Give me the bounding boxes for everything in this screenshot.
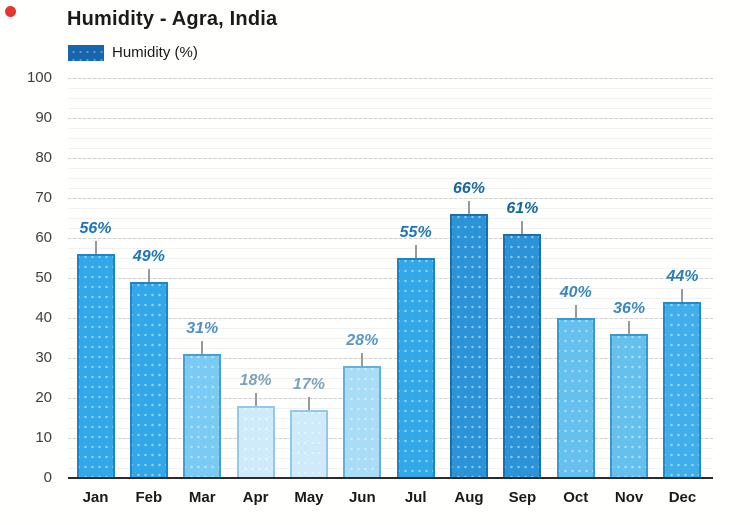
ytick-label-60: 60 bbox=[35, 229, 52, 246]
xtick-label-nov: Nov bbox=[614, 489, 644, 506]
ytick-label-50: 50 bbox=[35, 269, 52, 286]
bar-mar bbox=[183, 354, 222, 478]
gridline-100 bbox=[68, 78, 713, 79]
xtick-label-jan: Jan bbox=[82, 489, 109, 506]
gridline-90 bbox=[68, 118, 713, 119]
xtick-label-sep: Sep bbox=[508, 489, 537, 506]
whisker-jul bbox=[414, 245, 417, 258]
ytick-label-30: 30 bbox=[35, 349, 52, 366]
ytick-label-90: 90 bbox=[35, 109, 52, 126]
xtick-label-apr: Apr bbox=[242, 489, 269, 506]
bar-jul bbox=[396, 258, 435, 478]
xtick-label-dec: Dec bbox=[668, 489, 697, 506]
legend: Humidity (%) bbox=[68, 44, 198, 61]
bar-nov bbox=[610, 334, 649, 478]
whisker-apr bbox=[254, 393, 257, 406]
value-label-apr: 18% bbox=[239, 372, 272, 389]
gridline-50 bbox=[68, 278, 713, 279]
value-label-oct: 40% bbox=[559, 284, 592, 301]
x-axis-baseline bbox=[68, 477, 713, 479]
whisker-aug bbox=[468, 201, 471, 214]
legend-swatch bbox=[68, 44, 104, 61]
gridline-10 bbox=[68, 438, 713, 439]
bar-apr bbox=[236, 406, 275, 478]
bar-feb bbox=[129, 282, 168, 478]
whisker-may bbox=[307, 397, 310, 410]
ytick-label-20: 20 bbox=[35, 389, 52, 406]
ytick-label-10: 10 bbox=[35, 429, 52, 446]
value-label-aug: 66% bbox=[453, 180, 486, 197]
bar-jan bbox=[76, 254, 115, 478]
ytick-label-100: 100 bbox=[26, 69, 52, 86]
xtick-label-jun: Jun bbox=[348, 489, 376, 506]
xtick-label-mar: Mar bbox=[188, 489, 216, 506]
xtick-label-may: May bbox=[294, 489, 324, 506]
whisker-oct bbox=[574, 305, 577, 318]
value-label-may: 17% bbox=[292, 376, 325, 393]
bar-aug bbox=[450, 214, 489, 478]
whisker-feb bbox=[147, 269, 150, 282]
whisker-dec bbox=[681, 289, 684, 302]
whisker-mar bbox=[201, 341, 204, 354]
xtick-label-oct: Oct bbox=[563, 489, 589, 506]
chart-title: Humidity - Agra, India bbox=[67, 8, 278, 30]
whisker-nov bbox=[628, 321, 631, 334]
value-label-feb: 49% bbox=[132, 248, 165, 265]
value-label-nov: 36% bbox=[613, 300, 646, 317]
bar-dec bbox=[663, 302, 702, 478]
whisker-jan bbox=[94, 241, 97, 254]
whisker-jun bbox=[361, 353, 364, 366]
value-label-jun: 28% bbox=[346, 332, 379, 349]
value-label-jul: 55% bbox=[399, 224, 432, 241]
gridline-70 bbox=[68, 198, 713, 199]
gridline-30 bbox=[68, 358, 713, 359]
value-label-mar: 31% bbox=[186, 320, 219, 337]
xtick-label-feb: Feb bbox=[135, 489, 163, 506]
bar-jun bbox=[343, 366, 382, 478]
ytick-label-80: 80 bbox=[35, 149, 52, 166]
bar-may bbox=[289, 410, 328, 478]
ytick-label-0: 0 bbox=[43, 469, 52, 486]
red-dot bbox=[5, 6, 16, 17]
value-label-jan: 56% bbox=[79, 220, 112, 237]
value-label-sep: 61% bbox=[506, 200, 539, 217]
legend-label: Humidity (%) bbox=[112, 44, 198, 61]
gridline-20 bbox=[68, 398, 713, 399]
xtick-label-aug: Aug bbox=[454, 489, 484, 506]
ytick-label-70: 70 bbox=[35, 189, 52, 206]
bar-oct bbox=[556, 318, 595, 478]
gridline-40 bbox=[68, 318, 713, 319]
xtick-label-jul: Jul bbox=[404, 489, 427, 506]
ytick-label-40: 40 bbox=[35, 309, 52, 326]
value-label-dec: 44% bbox=[666, 268, 699, 285]
bar-sep bbox=[503, 234, 542, 478]
gridline-80 bbox=[68, 158, 713, 159]
whisker-sep bbox=[521, 221, 524, 234]
gridline-60 bbox=[68, 238, 713, 239]
